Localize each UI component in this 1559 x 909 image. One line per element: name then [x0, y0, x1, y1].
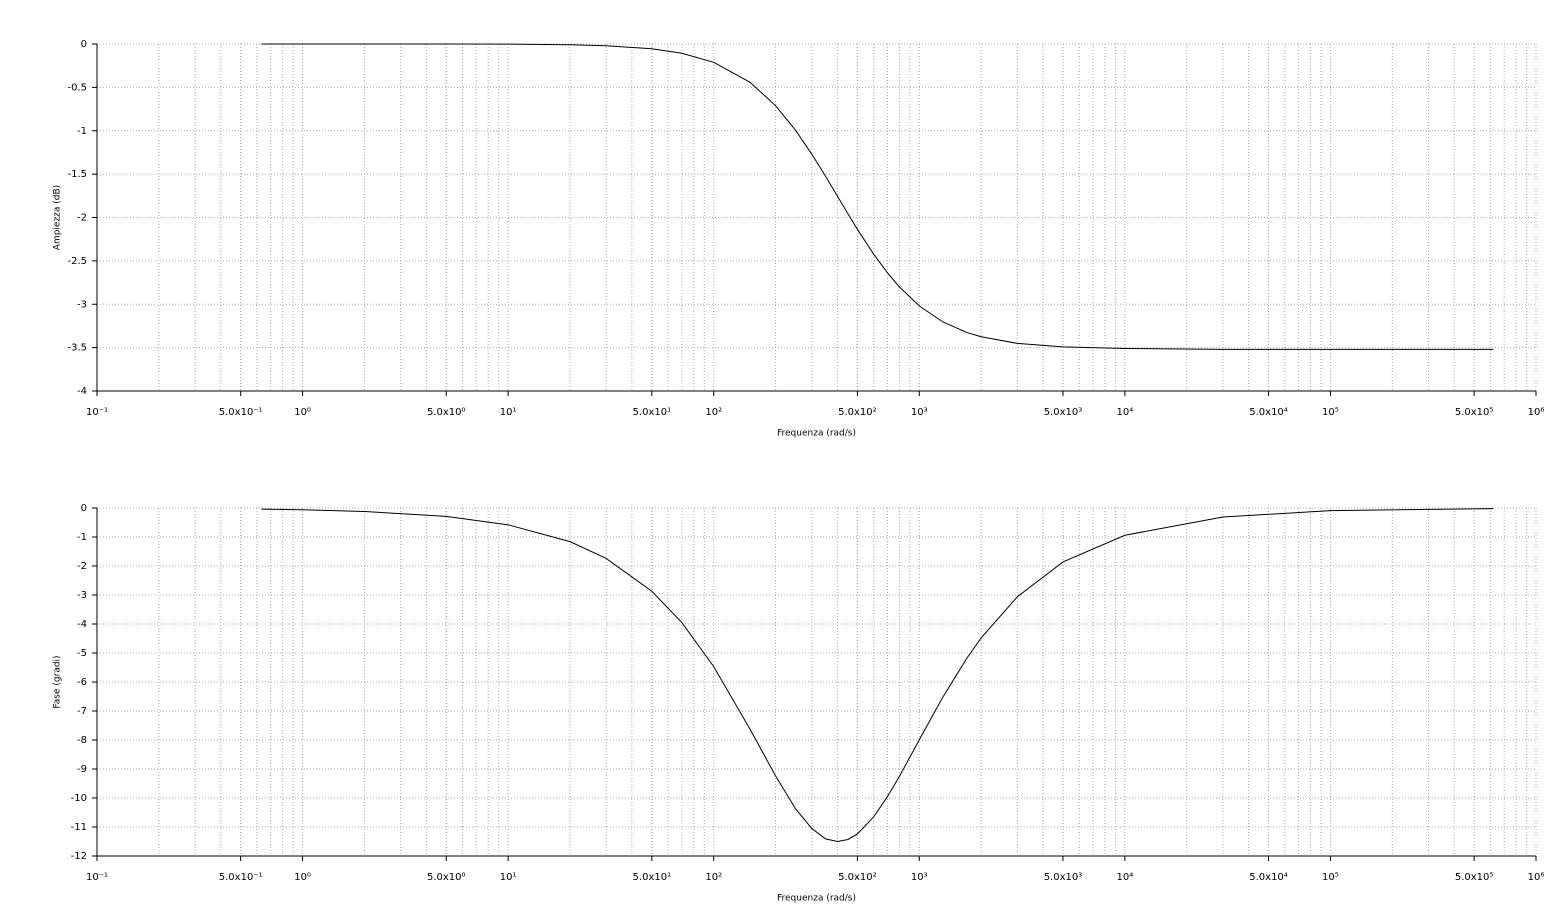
y-tick-label: -0.5: [67, 82, 87, 93]
y-axis-label: Fase (gradi): [53, 655, 63, 708]
x-tick-label: 10⁶: [1528, 872, 1545, 883]
x-tick-label: 5.0x10³: [1044, 407, 1083, 418]
y-tick-label: -4: [77, 619, 87, 630]
x-tick-label: 10²: [705, 407, 722, 418]
y-axis-label: Ampiezza (dB): [53, 185, 63, 250]
y-tick-label: -12: [71, 851, 87, 862]
x-tick-label: 10⁶: [1528, 407, 1545, 418]
x-tick-label: 10⁻¹: [86, 872, 108, 883]
x-tick-label: 5.0x10⁵: [1455, 872, 1494, 883]
line: [261, 508, 1494, 843]
x-tick-label: 5.0x10¹: [633, 872, 672, 883]
x-tick-label: 5.0x10³: [1044, 872, 1083, 883]
y-tick-label: -2: [77, 213, 87, 224]
x-tick-label: 5.0x10⁻¹: [219, 872, 263, 883]
x-tick-label: 10⁰: [294, 872, 311, 883]
x-tick-label: 10⁴: [1116, 872, 1133, 883]
y-tick-label: -1: [77, 126, 87, 137]
y-tick-label: -10: [71, 793, 87, 804]
x-tick-label: 10⁴: [1116, 407, 1133, 418]
x-tick-label: 10⁵: [1322, 872, 1339, 883]
y-tick-label: -4: [77, 386, 87, 397]
x-tick-label: 10³: [911, 872, 928, 883]
x-axis-label: Frequenza (rad/s): [777, 429, 856, 439]
x-tick-label: 10¹: [500, 407, 517, 418]
y-tick-label: -8: [77, 735, 87, 746]
y-tick-label: -1: [77, 532, 87, 543]
x-tick-label: 5.0x10⁴: [1249, 407, 1288, 418]
y-tick-label: -5: [77, 648, 87, 659]
x-tick-label: 10⁵: [1322, 407, 1339, 418]
x-tick-label: 10⁻¹: [86, 407, 108, 418]
y-tick-label: -3: [77, 590, 87, 601]
x-tick-label: 5.0x10⁴: [1249, 872, 1288, 883]
x-tick-label: 5.0x10²: [838, 872, 877, 883]
y-tick-label: -3.5: [67, 343, 87, 354]
y-tick-label: -6: [77, 677, 87, 688]
x-tick-label: 5.0x10⁵: [1455, 407, 1494, 418]
x-tick-label: 5.0x10²: [838, 407, 877, 418]
y-tick-label: -7: [77, 706, 87, 717]
line: [261, 43, 1494, 350]
x-tick-label: 10³: [911, 407, 928, 418]
y-tick-label: -1.5: [67, 169, 87, 180]
x-tick-label: 5.0x10⁰: [427, 407, 466, 418]
y-tick-label: -2.5: [67, 256, 87, 267]
y-tick-label: 0: [81, 39, 87, 50]
x-tick-label: 10²: [705, 872, 722, 883]
x-tick-label: 10¹: [500, 872, 517, 883]
x-axis-label: Frequenza (rad/s): [777, 894, 856, 904]
y-tick-label: -2: [77, 561, 87, 572]
x-tick-label: 5.0x10⁰: [427, 872, 466, 883]
y-tick-label: -9: [77, 764, 87, 775]
x-tick-label: 5.0x10¹: [633, 407, 672, 418]
x-tick-label: 5.0x10⁻¹: [219, 407, 263, 418]
y-tick-label: 0: [81, 503, 87, 514]
y-tick-label: -3: [77, 299, 87, 310]
y-tick-label: -11: [71, 822, 87, 833]
x-tick-label: 10⁰: [294, 407, 311, 418]
